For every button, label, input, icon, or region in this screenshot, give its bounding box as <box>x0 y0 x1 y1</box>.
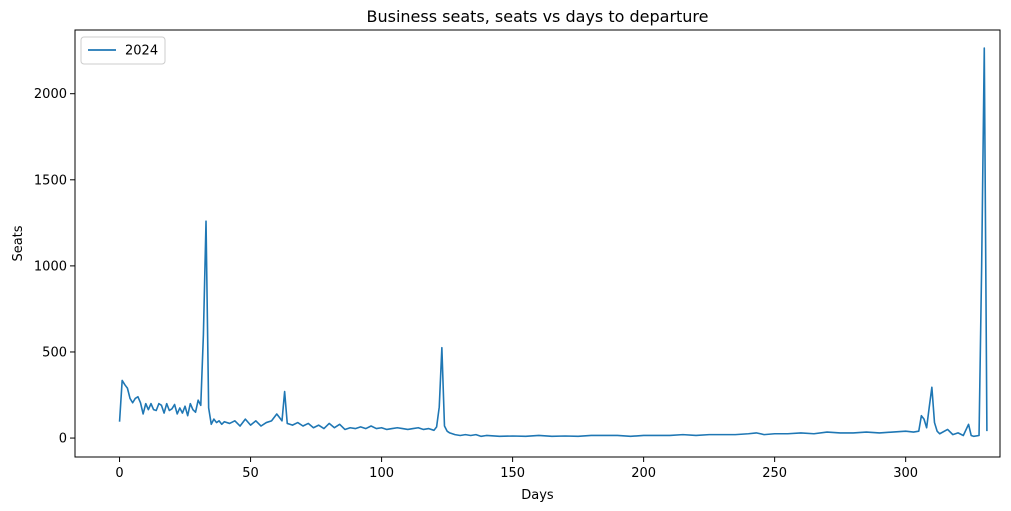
x-tick-label: 100 <box>369 466 394 481</box>
x-tick-label: 150 <box>500 466 525 481</box>
y-tick-label: 0 <box>59 432 67 447</box>
series-layer <box>118 47 988 438</box>
x-axis: 0 50 100 150 200 250 300 <box>115 457 918 481</box>
x-tick-label: 200 <box>631 466 656 481</box>
y-axis-label: Seats <box>11 225 26 261</box>
chart-title: Business seats, seats vs days to departu… <box>367 7 709 26</box>
y-tick-label: 500 <box>42 345 67 360</box>
y-tick-label: 1000 <box>34 259 67 274</box>
x-tick-label: 250 <box>762 466 787 481</box>
legend-box <box>80 36 166 65</box>
series-line-2024 <box>118 47 988 438</box>
y-tick-label: 1500 <box>34 173 67 188</box>
x-axis-label: Days <box>521 488 554 503</box>
x-tick-label: 0 <box>115 466 123 481</box>
x-tick-label: 300 <box>893 466 918 481</box>
legend: 2024 <box>80 36 166 65</box>
plot-frame <box>74 29 1001 458</box>
x-tick-label: 50 <box>242 466 259 481</box>
y-axis: 0 500 1000 1500 2000 <box>34 87 75 447</box>
legend-label: 2024 <box>125 44 158 59</box>
y-tick-label: 2000 <box>34 87 67 102</box>
